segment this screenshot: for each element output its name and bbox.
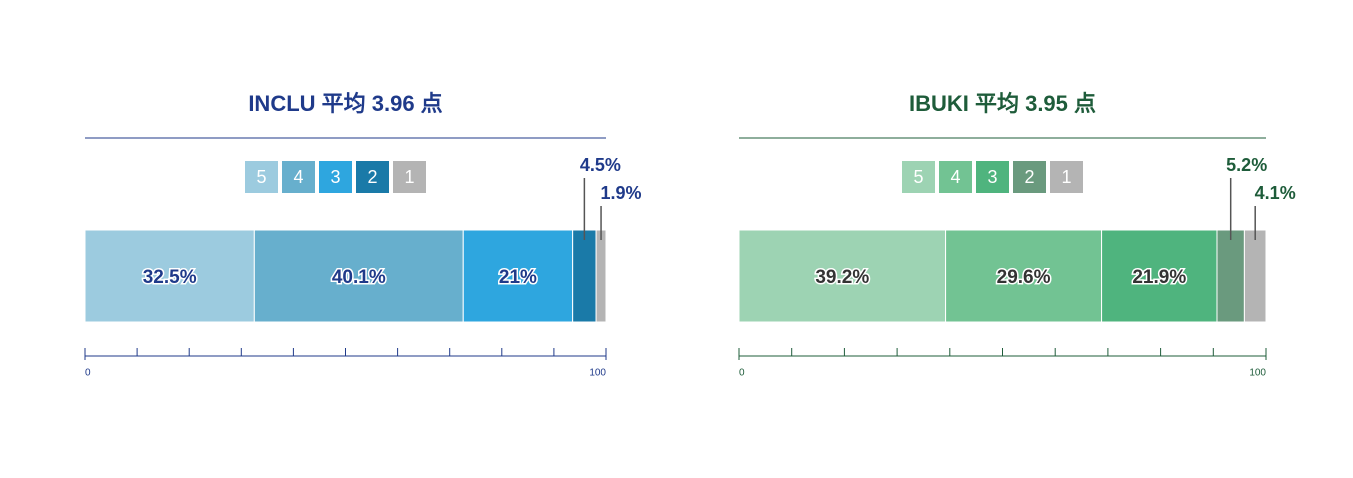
legend-label: 5 [256, 167, 266, 187]
value-label: 40.1% [332, 267, 386, 288]
legend-swatch [282, 161, 315, 193]
value-label: 4.1% [1255, 183, 1296, 203]
legend-label: 3 [330, 167, 340, 187]
value-label: 4.5% [580, 155, 621, 175]
legend-label: 4 [950, 167, 960, 187]
legend-swatch [393, 161, 426, 193]
value-label: 32.5% [143, 267, 197, 288]
legend-swatch [939, 161, 972, 193]
value-label: 1.9% [601, 183, 642, 203]
x-tick-label: 100 [1249, 368, 1266, 379]
legend-label: 1 [404, 167, 414, 187]
legend-label: 5 [913, 167, 923, 187]
bar-segment [84, 229, 255, 323]
chart-title: IBUKI 平均 3.95 点 [909, 91, 1096, 116]
bar-segment [572, 229, 597, 323]
value-label: 21% [499, 267, 537, 288]
legend-label: 2 [1024, 167, 1034, 187]
panel: INCLU 平均 3.96 点 5 4 3 2 1 32.5% 40.1% 21% 4.5% 1.9… [84, 91, 642, 379]
legend-label: 4 [293, 167, 303, 187]
bar-segment [945, 229, 1103, 323]
bar-segment [595, 229, 607, 323]
legend-label: 3 [987, 167, 997, 187]
chart-title: INCLU 平均 3.96 点 [248, 91, 442, 116]
legend-swatch [1013, 161, 1046, 193]
bar-segment [253, 229, 464, 323]
value-label: 29.6% [997, 267, 1051, 288]
x-tick-label: 0 [739, 368, 745, 379]
value-label: 39.2% [815, 267, 869, 288]
x-tick-label: 0 [85, 368, 91, 379]
value-label: 21.9% [1132, 267, 1186, 288]
bar-segment [1243, 229, 1267, 323]
value-label: 5.2% [1226, 155, 1267, 175]
legend-label: 2 [367, 167, 377, 187]
panel: IBUKI 平均 3.95 点 5 4 3 2 1 39.2% 29.6% 21.9% 5.2% 4… [738, 91, 1296, 379]
legend-label: 1 [1061, 167, 1071, 187]
bar-segment [462, 229, 574, 323]
legend-swatch [245, 161, 278, 193]
legend-swatch [1050, 161, 1083, 193]
legend-swatch [319, 161, 352, 193]
bar-segment [738, 229, 947, 323]
x-tick-label: 100 [589, 368, 606, 379]
legend-swatch [356, 161, 389, 193]
legend-swatch [902, 161, 935, 193]
legend-swatch [976, 161, 1009, 193]
bar-segment [1216, 229, 1245, 323]
bar-segment [1101, 229, 1218, 323]
